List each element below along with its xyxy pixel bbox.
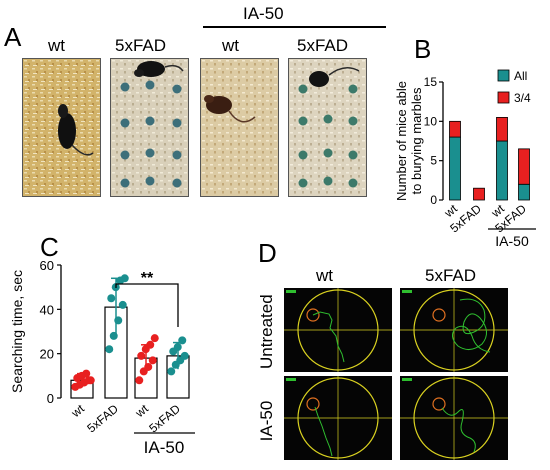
swim-path — [312, 311, 345, 363]
panel-c-letter: C — [40, 232, 59, 262]
data-point — [150, 334, 159, 343]
photo-label-2: 5xFAD — [115, 36, 167, 55]
arena-circle — [413, 377, 495, 459]
data-point — [173, 343, 182, 352]
panel-b-letter: B — [414, 34, 432, 64]
photo-wt — [22, 58, 101, 197]
legend-swatch — [497, 69, 510, 82]
track-row-label-untreated: Untreated — [257, 294, 276, 369]
data-point — [178, 336, 187, 345]
data-point — [82, 369, 91, 378]
photo-label-3: wt — [222, 36, 239, 55]
ia50-group-label: IA-50 — [495, 233, 529, 249]
y-axis-label: Number of mice ableto burying marbles — [394, 81, 424, 201]
target-circle — [432, 397, 446, 411]
data-point — [118, 300, 127, 309]
target-circle — [306, 308, 320, 322]
bar-three-quarter — [518, 148, 530, 185]
x-tick-label: 5xFAD — [146, 401, 183, 435]
mouse-icon — [309, 71, 329, 87]
panel-a-group-line — [203, 26, 386, 28]
swim-path — [441, 407, 476, 453]
photo-label-1: wt — [48, 36, 65, 55]
bar-three-quarter — [449, 120, 461, 138]
target-circle — [306, 397, 320, 411]
track-untreated-wt — [284, 288, 392, 372]
legend-swatch — [497, 91, 510, 104]
y-tick-label: 60 — [40, 258, 54, 273]
bar-three-quarter — [473, 187, 485, 201]
data-point — [148, 356, 157, 365]
x-tick-label: 5xFAD — [84, 401, 121, 435]
data-point — [180, 351, 189, 360]
photo-label-4: 5xFAD — [297, 36, 349, 55]
track-ia50-wt — [284, 376, 392, 460]
panel-a-group-label: IA-50 — [243, 4, 284, 23]
significance-label: ** — [141, 270, 154, 287]
x-tick-label: wt — [132, 401, 151, 421]
data-point — [167, 367, 176, 376]
photo-ia50-wt — [200, 58, 279, 197]
legend-label: All — [514, 69, 527, 83]
panel-a-letter: A — [4, 22, 22, 52]
data-point — [114, 316, 123, 325]
mouse-icon — [58, 113, 76, 149]
bar-all — [449, 136, 461, 201]
data-point — [135, 376, 144, 385]
photo-5xfad — [110, 58, 189, 197]
arena-circle — [413, 289, 495, 371]
track-ia50-5xfad — [400, 376, 508, 460]
data-point — [137, 351, 146, 360]
y-axis-label: Searching time, sec — [9, 270, 25, 393]
significance-bracket — [115, 283, 179, 327]
track-row-label-ia50: IA-50 — [257, 400, 276, 442]
y-tick-label: 20 — [40, 347, 54, 362]
data-point — [120, 274, 129, 283]
track-col-label-5xfad: 5xFAD — [425, 266, 477, 285]
data-point — [144, 362, 153, 371]
y-tick-label: 0 — [430, 193, 437, 207]
data-point — [146, 340, 155, 349]
panel-d-letter: D — [258, 238, 277, 268]
target-circle — [432, 308, 446, 322]
y-tick-label: 0 — [47, 391, 54, 406]
bar-all — [496, 140, 508, 201]
y-tick-label: 15 — [424, 75, 438, 89]
y-tick-label: 5 — [430, 154, 437, 168]
data-point — [86, 376, 95, 385]
x-tick-label: wt — [68, 401, 87, 421]
track-untreated-5xfad — [400, 288, 508, 372]
data-point — [107, 294, 116, 303]
y-tick-label: 10 — [424, 114, 438, 128]
data-point — [105, 345, 114, 354]
arena-circle — [297, 289, 379, 371]
ia50-group-label: IA-50 — [144, 438, 185, 457]
track-col-label-wt: wt — [316, 266, 333, 285]
arena-circle — [297, 377, 379, 459]
swim-path — [452, 298, 491, 353]
photo-ia50-5xfad — [288, 58, 367, 197]
legend-label: 3/4 — [514, 91, 531, 105]
data-point — [109, 331, 118, 340]
swim-path — [314, 406, 333, 457]
bar-all — [518, 183, 530, 201]
bar-three-quarter — [496, 117, 508, 142]
y-tick-label: 40 — [40, 302, 54, 317]
